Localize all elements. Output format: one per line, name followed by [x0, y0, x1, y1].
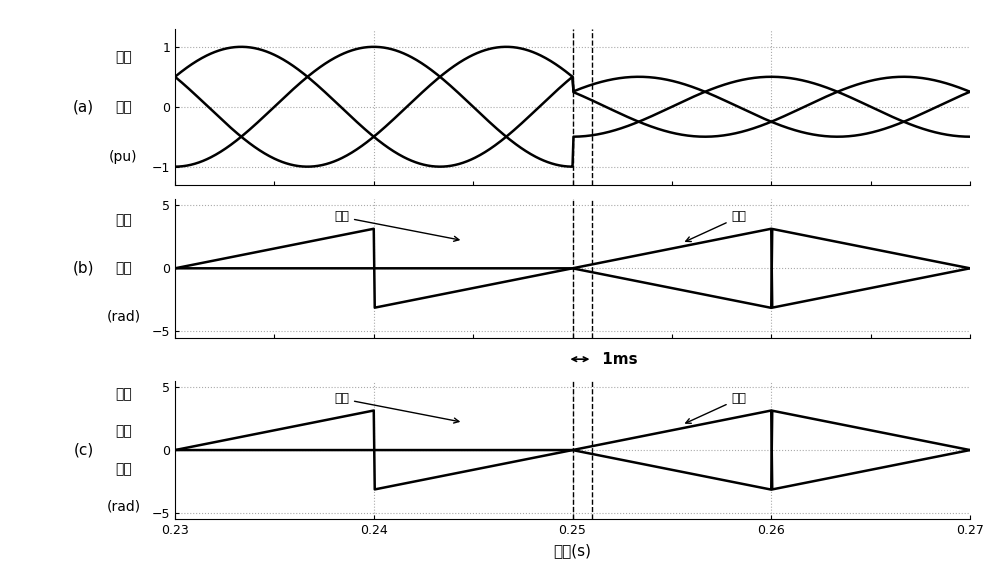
Text: 正序: 正序 [334, 211, 459, 241]
X-axis label: 时间(s): 时间(s) [554, 543, 592, 558]
Text: (b): (b) [73, 261, 94, 276]
Text: (rad): (rad) [106, 310, 140, 324]
Text: 动态: 动态 [115, 387, 132, 401]
Text: 相位: 相位 [115, 462, 132, 476]
Text: 负序: 负序 [686, 211, 746, 242]
Text: 三相: 三相 [115, 50, 132, 64]
Text: 1ms: 1ms [597, 352, 638, 366]
Text: 相位: 相位 [115, 261, 132, 275]
Text: 正序: 正序 [334, 392, 459, 423]
Text: 锁相: 锁相 [115, 424, 132, 439]
Text: 负序: 负序 [686, 392, 746, 424]
Text: 识别: 识别 [115, 213, 132, 227]
Text: (rad): (rad) [106, 499, 140, 513]
Text: 电压: 电压 [115, 100, 132, 114]
Text: (c): (c) [73, 443, 94, 458]
Text: (pu): (pu) [109, 149, 138, 164]
Text: (a): (a) [73, 99, 94, 114]
